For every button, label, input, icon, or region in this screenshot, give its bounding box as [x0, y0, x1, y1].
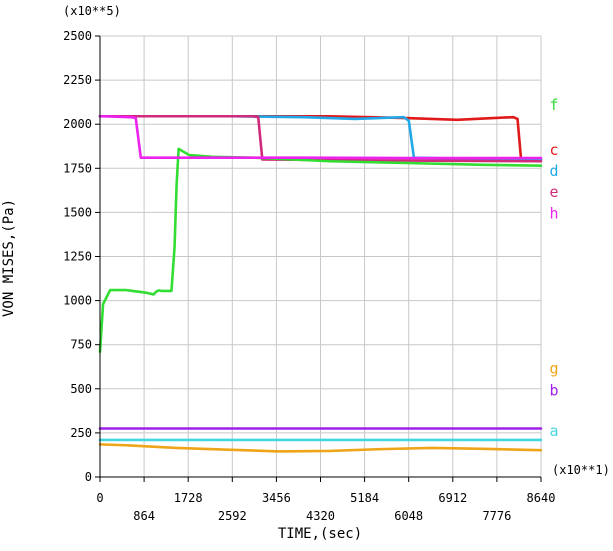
- legend-entry-f: f: [549, 96, 558, 114]
- grid-layer: [100, 35, 542, 477]
- y-axis-label: VON MISES,(Pa): [1, 199, 17, 317]
- y-tick-label: 1500: [63, 205, 92, 219]
- y-tick-label: 1000: [63, 294, 92, 308]
- y-tick-label: 250: [70, 426, 92, 440]
- x-tick-label: 6048: [394, 509, 423, 523]
- legend-entry-c: c: [549, 141, 558, 159]
- x-tick-label: 8640: [527, 491, 556, 505]
- y-tick-label: 750: [70, 338, 92, 352]
- legend-entry-e: e: [549, 183, 558, 201]
- x-tick-label: 1728: [174, 491, 203, 505]
- legend-entry-b: b: [549, 382, 558, 400]
- x-tick-label: 6912: [438, 491, 467, 505]
- x-axis-label: TIME,(sec): [278, 526, 362, 542]
- x-tick-label: 7776: [482, 509, 511, 523]
- x-tick-label: 3456: [262, 491, 291, 505]
- y-tick-label: 1750: [63, 161, 92, 175]
- x-tick-label: 864: [133, 509, 155, 523]
- y-tick-label: 1250: [63, 250, 92, 264]
- series-line-f: [98, 147, 543, 354]
- legend-layer: a b cde f g h: [549, 96, 558, 440]
- series-line-g: [98, 443, 543, 453]
- y-tick-label: 2500: [63, 29, 92, 43]
- legend-entry-h: h: [549, 204, 558, 222]
- y-tick-label: 0: [85, 470, 92, 484]
- series-line-e: [98, 114, 543, 163]
- x-multiplier-label: (x10**1): [552, 463, 610, 477]
- y-multiplier-label: (x10**5): [63, 4, 121, 18]
- y-tick-label: 2000: [63, 117, 92, 131]
- legend-entry-g: g: [549, 360, 558, 378]
- x-tick-label: 5184: [350, 491, 379, 505]
- legend-entry-a: a: [549, 422, 558, 440]
- series-line-h: [98, 114, 543, 160]
- x-tick-label: 4320: [306, 509, 335, 523]
- y-tick-label: 2250: [63, 73, 92, 87]
- series-layer: [98, 114, 543, 453]
- y-tick-label: 500: [70, 382, 92, 396]
- x-tick-label: 2592: [218, 509, 247, 523]
- legend-entry-d: d: [549, 162, 558, 180]
- x-tick-label: 0: [96, 491, 103, 505]
- tick-layer: 0 250 500 750 1000 1250 1500 1750 2000 2250 2500 0 1…: [63, 29, 555, 523]
